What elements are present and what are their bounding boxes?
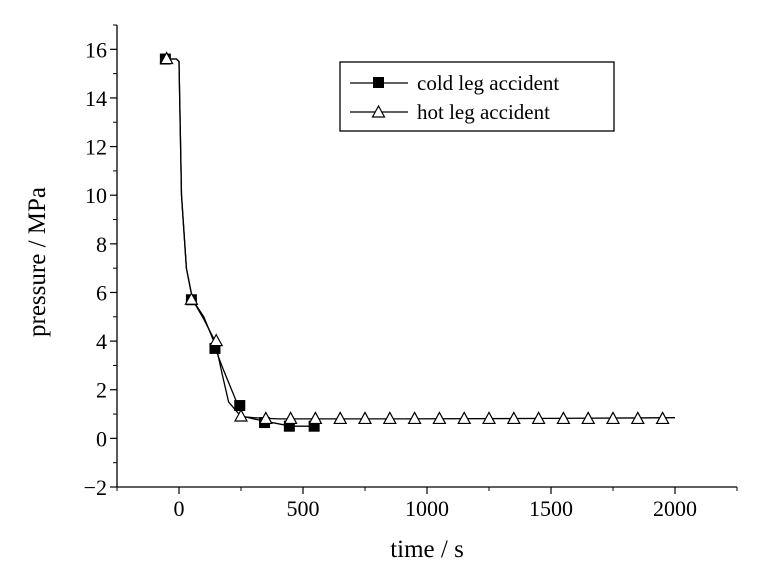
data-point-hot bbox=[630, 411, 645, 425]
y-tick-label: 12 bbox=[85, 135, 107, 160]
data-point-hot bbox=[233, 408, 249, 422]
data-point-hot bbox=[531, 411, 546, 425]
x-tick-label: 1500 bbox=[529, 496, 573, 521]
legend-marker-hot bbox=[371, 104, 386, 118]
data-point-hot bbox=[556, 411, 571, 425]
y-tick-label: 0 bbox=[96, 426, 107, 451]
y-tick-label: 16 bbox=[85, 37, 107, 62]
data-point-hot bbox=[581, 411, 596, 425]
y-axis-label: pressure / MPa bbox=[24, 187, 51, 337]
data-point-hot bbox=[655, 411, 670, 425]
data-point-hot bbox=[184, 292, 199, 305]
data-point-hot bbox=[382, 411, 397, 425]
data-point-hot bbox=[209, 333, 224, 347]
y-tick-label: 4 bbox=[96, 329, 107, 354]
data-point-cold bbox=[283, 420, 295, 432]
x-tick-label: 2000 bbox=[653, 496, 697, 521]
data-point-hot bbox=[357, 411, 373, 425]
data-point-cold bbox=[308, 420, 320, 432]
y-tick-label: −2 bbox=[84, 475, 107, 500]
y-axis: −2 0 2 4 6 8 10 12 14 16 bbox=[84, 24, 117, 500]
data-point-cold bbox=[234, 400, 246, 412]
data-point-hot bbox=[506, 411, 521, 425]
data-point-hot bbox=[159, 51, 174, 65]
series-line-hot bbox=[164, 58, 676, 420]
y-tick-label: 10 bbox=[85, 183, 107, 208]
series-line-cold bbox=[164, 58, 320, 427]
y-tick-label: 6 bbox=[96, 280, 107, 305]
x-axis-label: time / s bbox=[390, 536, 464, 563]
x-axis: 0 500 1000 1500 2000 bbox=[116, 487, 738, 521]
data-point-hot bbox=[308, 411, 323, 425]
series-layer bbox=[159, 51, 676, 432]
data-point-cold bbox=[209, 342, 221, 354]
legend-label-cold: cold leg accident bbox=[417, 71, 559, 95]
data-point-hot bbox=[333, 411, 348, 425]
legend-box bbox=[339, 61, 615, 132]
data-point-hot bbox=[407, 411, 422, 425]
y-tick-label: 8 bbox=[96, 232, 107, 257]
legend: cold leg accident hot leg accident bbox=[339, 61, 615, 132]
data-point-hot bbox=[481, 411, 497, 425]
x-tick-label: 500 bbox=[287, 496, 320, 521]
legend-marker-cold bbox=[373, 77, 384, 88]
x-tick-label: 1000 bbox=[405, 496, 449, 521]
y-tick-label: 14 bbox=[85, 86, 107, 111]
data-point-hot bbox=[605, 411, 621, 425]
data-point-hot bbox=[457, 411, 472, 425]
data-point-hot bbox=[432, 411, 447, 425]
data-point-hot bbox=[283, 411, 298, 425]
data-point-hot bbox=[258, 411, 273, 425]
legend-label-hot: hot leg accident bbox=[417, 100, 550, 124]
y-tick-label: 2 bbox=[96, 378, 107, 403]
x-tick-label: 0 bbox=[174, 496, 185, 521]
